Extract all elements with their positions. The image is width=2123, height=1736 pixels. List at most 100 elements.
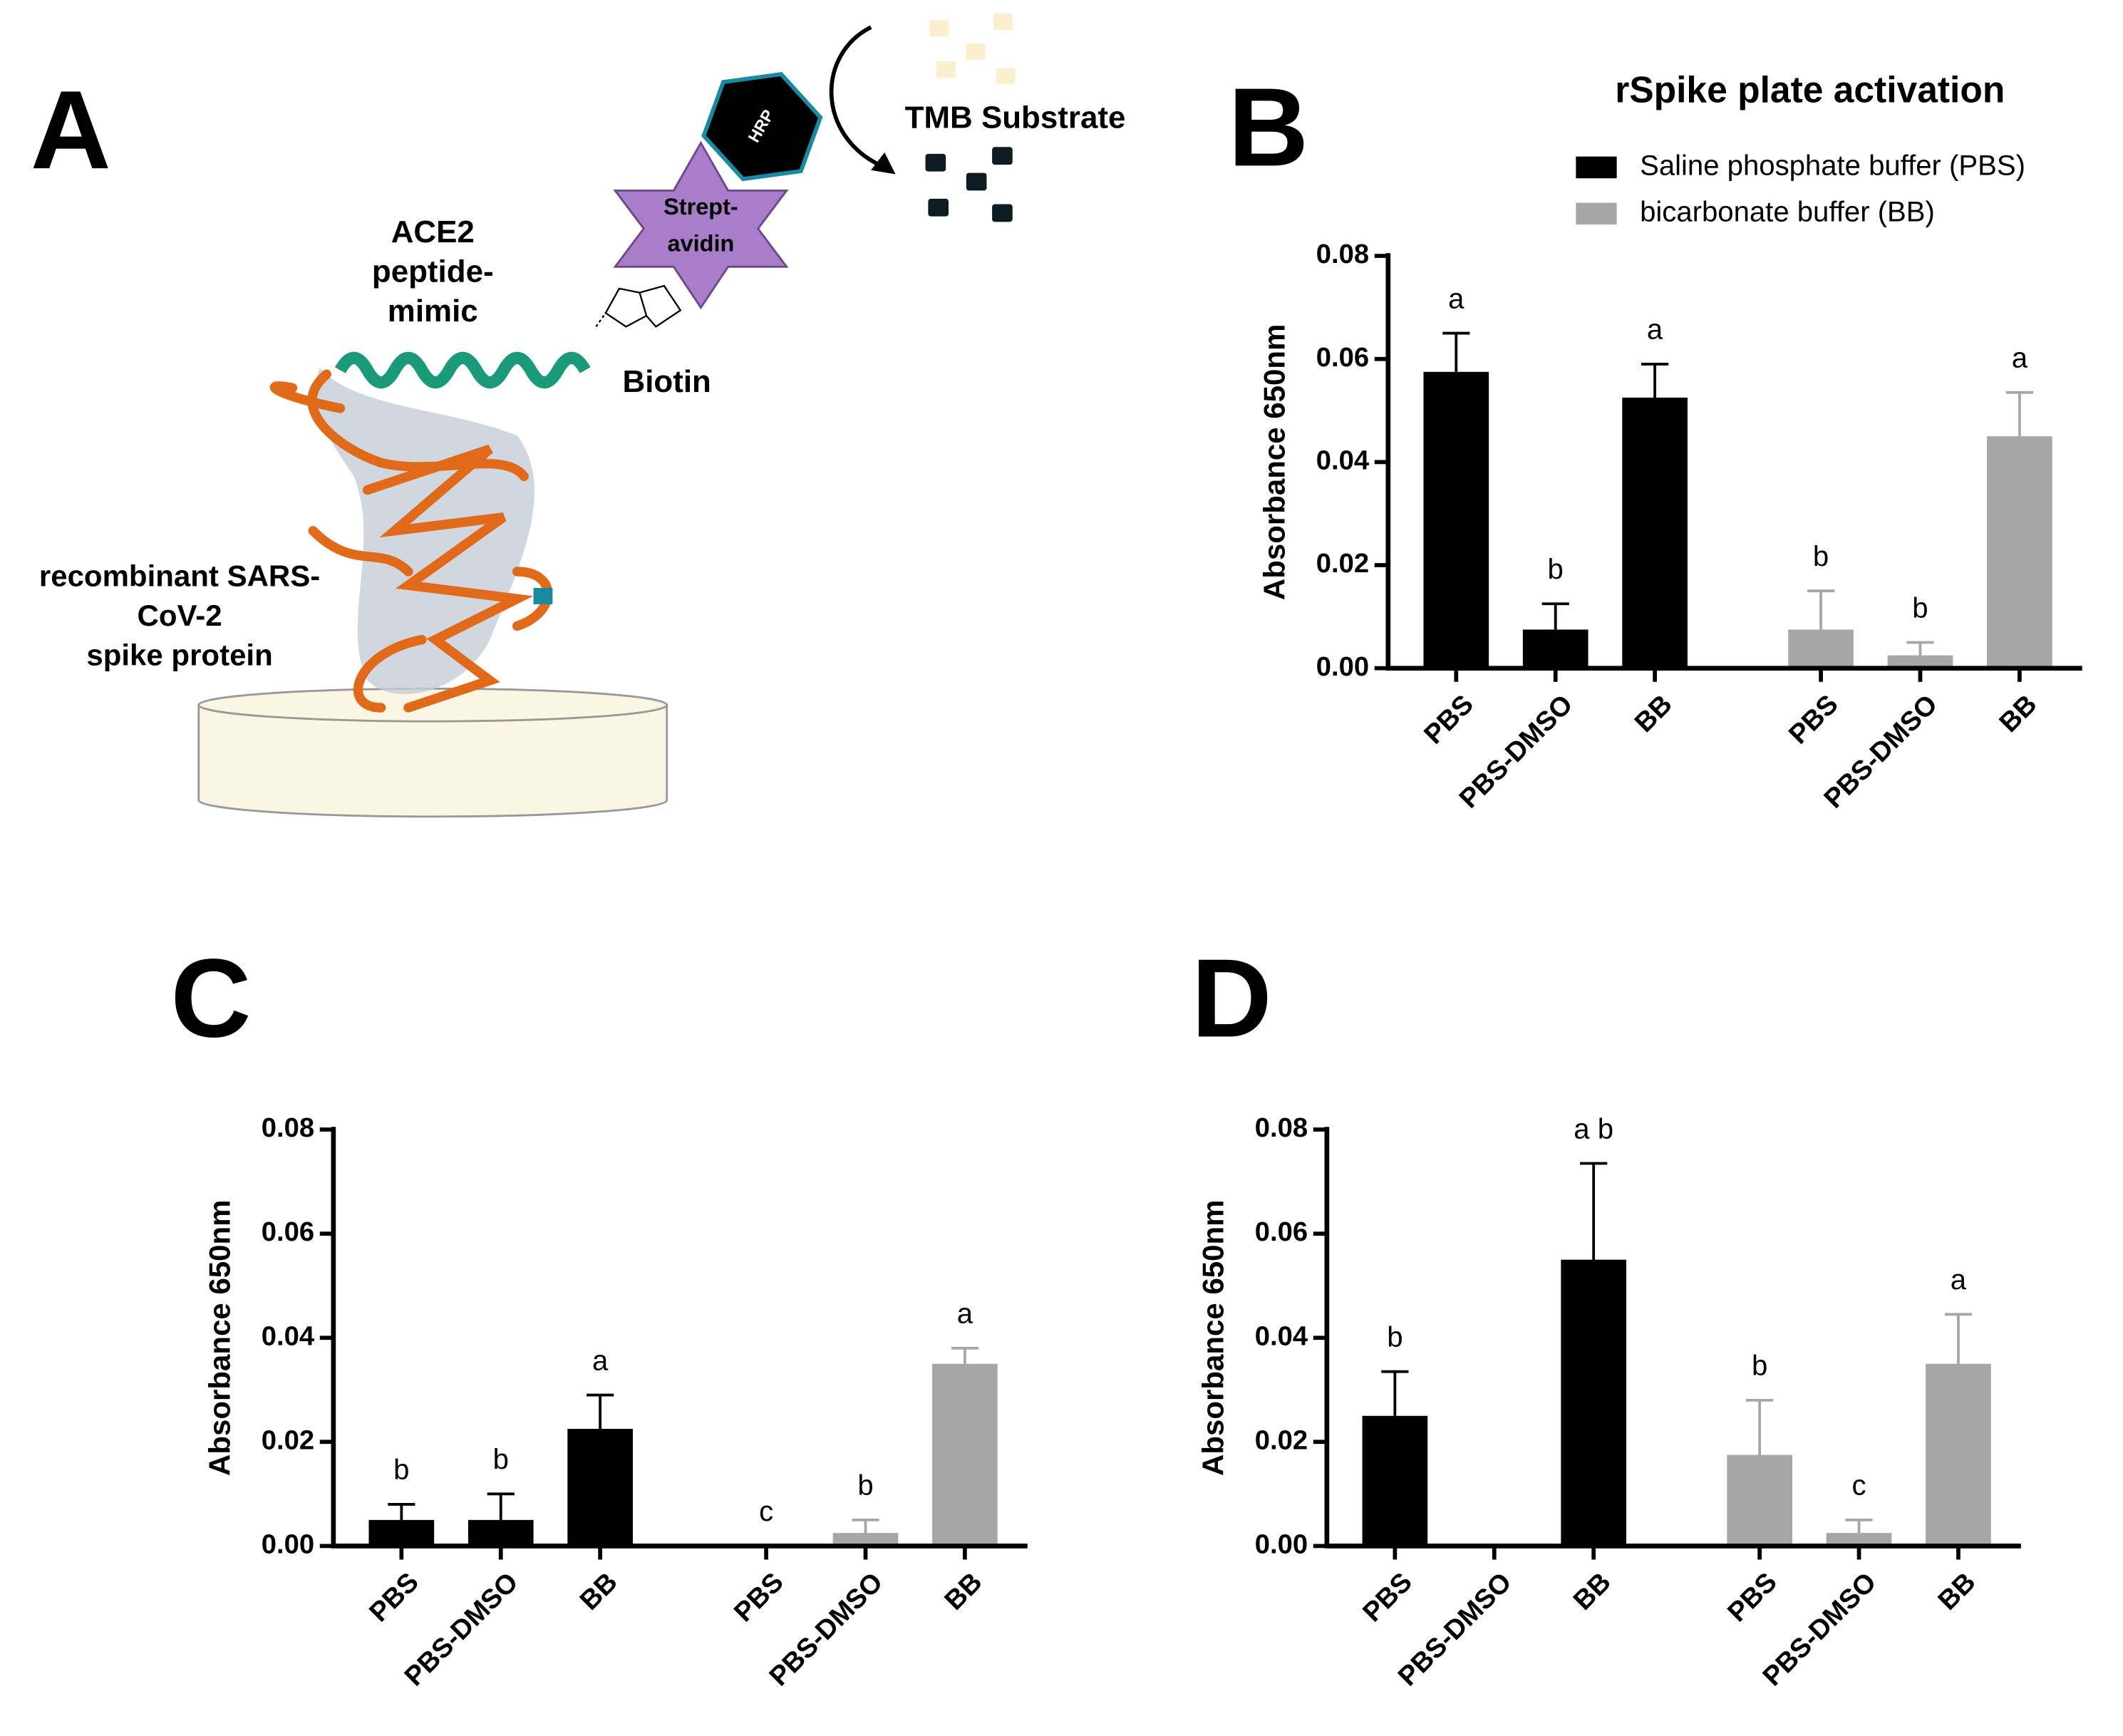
panel-label: C	[170, 936, 251, 1061]
x-tick-label: PBS	[1357, 1566, 1418, 1628]
legend-label: bicarbonate buffer (BB)	[1640, 196, 1935, 227]
y-tick-label: 0.00	[262, 1529, 314, 1559]
error-bar	[587, 1393, 614, 1430]
error-bar	[1442, 331, 1470, 372]
y-tick-label: 0.00	[1255, 1529, 1308, 1559]
bar	[1987, 436, 2052, 668]
legend-label: Saline phosphate buffer (PBS)	[1640, 150, 2025, 182]
x-tick-label: PBS	[1783, 689, 1844, 750]
helix-label: ACE2	[391, 215, 475, 249]
panel-label: A	[31, 68, 111, 192]
x-tick-label: BB	[1993, 689, 2042, 738]
bar	[368, 1519, 435, 1546]
protein-label: recombinant SARS-	[39, 559, 320, 593]
arrow	[829, 25, 883, 168]
error-bar	[1641, 363, 1669, 398]
y-tick-label: 0.02	[1316, 548, 1369, 579]
significance-letter: b	[857, 1470, 873, 1502]
bar	[1561, 1259, 1626, 1546]
y-tick-label: 0.06	[1316, 342, 1369, 373]
hrp	[701, 72, 823, 182]
error-bar	[1541, 602, 1569, 630]
y-tick-label: 0.00	[1316, 651, 1369, 682]
significance-letter: a	[1448, 283, 1465, 314]
significance-letter: b	[1548, 554, 1564, 585]
y-tick-label: 0.02	[262, 1425, 314, 1455]
y-tick-label: 0.04	[1316, 445, 1370, 475]
x-tick-label: PBS	[1722, 1566, 1783, 1628]
significance-letter: a b	[1574, 1113, 1613, 1145]
error-bar	[1746, 1398, 1774, 1455]
error-bar	[1906, 641, 1934, 656]
bar	[1887, 655, 1953, 668]
y-axis-label: Absorbance 650nm	[1196, 1199, 1229, 1475]
significance-letter: a	[592, 1345, 609, 1376]
error-bar	[1381, 1370, 1409, 1416]
significance-letter: b	[1912, 592, 1928, 624]
x-tick-label: BB	[574, 1566, 623, 1616]
y-tick-label: 0.02	[1255, 1425, 1308, 1455]
legend-swatch	[1576, 202, 1617, 225]
error-bar	[388, 1503, 415, 1520]
y-axis-label: Absorbance 650nm	[1257, 324, 1291, 600]
arrowhead	[871, 152, 896, 175]
error-bar	[1807, 589, 1835, 630]
y-tick-label: 0.06	[262, 1216, 314, 1247]
bar	[1826, 1533, 1892, 1546]
bar	[1423, 371, 1489, 668]
streptavidin	[613, 140, 789, 310]
significance-letter: a	[957, 1298, 973, 1330]
significance-letter: b	[1752, 1350, 1767, 1382]
bar	[932, 1363, 998, 1546]
significance-letter: b	[493, 1444, 509, 1475]
bar	[1362, 1415, 1428, 1546]
bar	[468, 1519, 534, 1546]
streptavidin-label: avidin	[668, 230, 735, 256]
x-tick-label: BB	[1567, 1566, 1616, 1616]
biotin-structure	[595, 284, 682, 328]
x-tick-label: BB	[939, 1566, 988, 1616]
significance-letter: a	[1951, 1264, 1967, 1296]
dish	[197, 687, 668, 818]
y-tick-label: 0.04	[262, 1321, 315, 1351]
significance-letter: b	[393, 1455, 409, 1486]
error-bar	[1845, 1518, 1873, 1534]
y-axis-label: Absorbance 650nm	[202, 1199, 236, 1475]
x-tick-label: PBS	[363, 1566, 425, 1628]
y-tick-label: 0.08	[262, 1112, 314, 1143]
bar	[567, 1429, 633, 1546]
significance-letter: b	[1387, 1321, 1403, 1353]
x-tick-label: BB	[1932, 1566, 1981, 1616]
y-tick-label: 0.06	[1255, 1216, 1308, 1247]
helix	[334, 351, 591, 389]
bar	[1926, 1363, 1991, 1546]
significance-letter: c	[759, 1496, 773, 1527]
chart-title: rSpike plate activation	[1615, 69, 2005, 110]
x-tick-label: PBS	[728, 1566, 790, 1628]
significance-letter: a	[1647, 314, 1663, 346]
error-bar	[1944, 1313, 1973, 1364]
y-tick-label: 0.08	[1255, 1112, 1308, 1143]
error-bar	[852, 1518, 879, 1534]
error-bar	[1580, 1162, 1608, 1260]
legend-swatch	[1576, 156, 1617, 179]
bar	[1727, 1455, 1792, 1546]
bar	[1788, 629, 1854, 668]
bar	[1622, 397, 1688, 668]
error-bar	[951, 1346, 979, 1364]
substrate-dots	[929, 14, 1016, 85]
product-dots	[925, 147, 1013, 222]
bar	[1522, 629, 1589, 668]
helix-label: peptide-	[372, 254, 494, 289]
biotin-label: Biotin	[623, 364, 711, 399]
error-bar	[487, 1492, 515, 1520]
x-tick-label: PBS	[1418, 689, 1479, 750]
protein-label: CoV-2	[138, 599, 222, 632]
panel-label: D	[1192, 936, 1272, 1061]
bar	[832, 1533, 899, 1546]
y-tick-label: 0.04	[1255, 1321, 1308, 1351]
helix-label: mimic	[388, 294, 478, 329]
panel-label: B	[1228, 65, 1308, 190]
